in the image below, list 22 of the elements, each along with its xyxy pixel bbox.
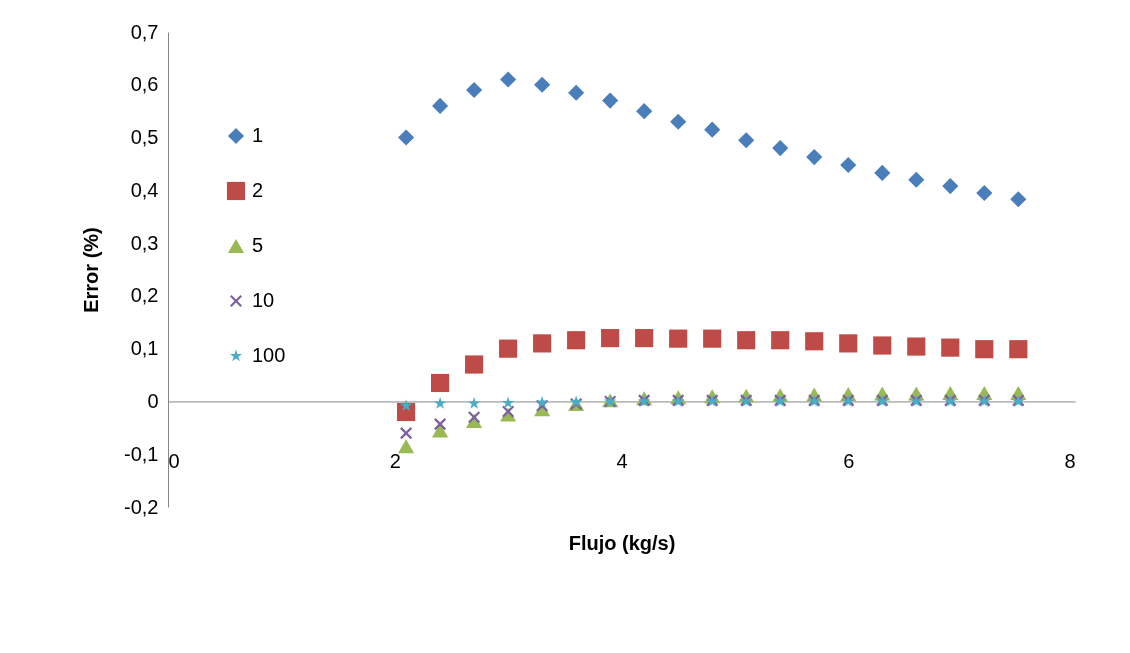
x-tick-label: 0 [168, 449, 180, 472]
legend-label: 100 [252, 344, 286, 366]
x-tick-label: 2 [389, 449, 401, 472]
y-tick-label: 0,6 [130, 73, 159, 96]
y-tick-label: 0,5 [130, 126, 159, 149]
y-tick-label: 0,4 [130, 178, 159, 201]
legend-label: 1 [252, 124, 264, 146]
y-tick-label: 0,2 [130, 284, 159, 307]
x-tick-label: 8 [1064, 449, 1076, 472]
y-tick-label: 0,3 [130, 231, 159, 254]
legend-label: 2 [252, 179, 264, 201]
x-tick-label: 4 [616, 449, 628, 472]
y-tick-label: 0 [147, 389, 159, 412]
y-tick-label: 0,7 [130, 20, 159, 43]
y-axis-title: Error (%) [80, 227, 103, 313]
y-tick-label: 0,1 [130, 337, 159, 360]
legend-label: 5 [252, 234, 264, 256]
x-tick-label: 6 [843, 449, 855, 472]
legend-label: 10 [252, 289, 275, 311]
x-axis-title: Flujo (kg/s) [568, 531, 676, 554]
y-tick-label: -0,1 [124, 442, 159, 465]
y-tick-label: -0,2 [124, 495, 159, 518]
